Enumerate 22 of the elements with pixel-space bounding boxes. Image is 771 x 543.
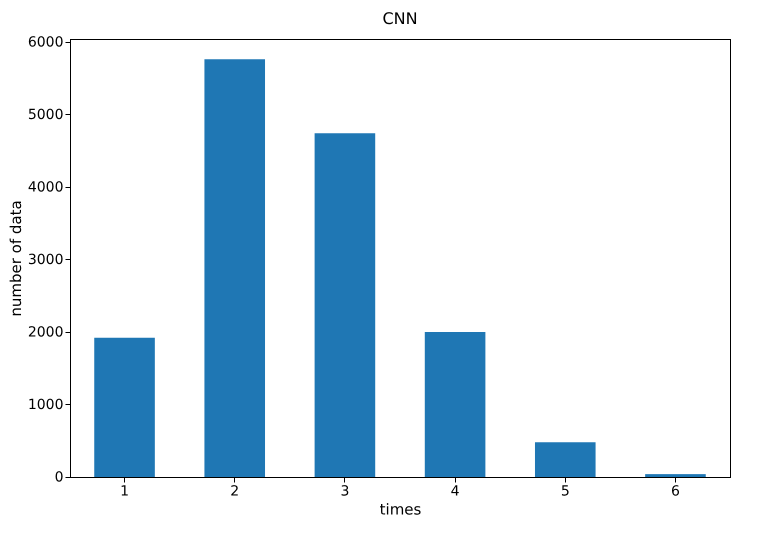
y-tick-label: 3000 [28,252,64,268]
y-tick-label: 6000 [28,34,64,50]
bar [424,332,486,477]
bar [645,474,706,477]
x-tick-label: 1 [120,484,129,500]
y-tick-label: 0 [54,470,64,486]
bar [534,442,596,477]
x-tick-label: 3 [340,484,350,500]
x-tick-label: 5 [560,484,570,500]
x-tick-label: 4 [450,484,460,500]
x-axis-title: times [380,500,422,518]
y-tick-label: 4000 [28,179,64,196]
bar [314,133,376,477]
y-tick-label: 1000 [28,396,64,413]
x-tick-label: 2 [230,484,240,500]
x-tick-label: 6 [671,484,680,500]
bar [204,59,266,477]
y-tick-label: 2000 [28,324,64,340]
bar [94,338,155,477]
y-axis-title: number of data [6,200,25,317]
chart-title: CNN [382,8,418,28]
y-tick-label: 5000 [28,106,64,123]
